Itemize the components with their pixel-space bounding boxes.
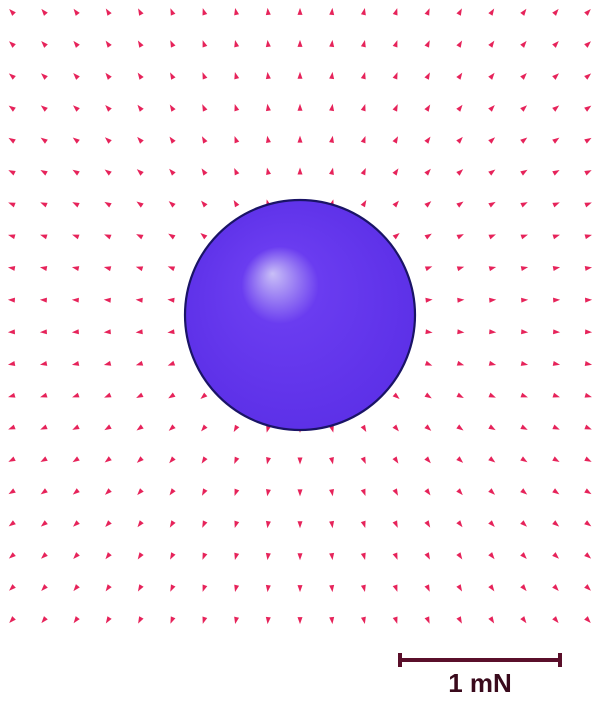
- field-diagram: 1 mN: [0, 0, 616, 711]
- scale-bar-label: 1 mN: [448, 668, 512, 698]
- charged-sphere: [185, 200, 415, 430]
